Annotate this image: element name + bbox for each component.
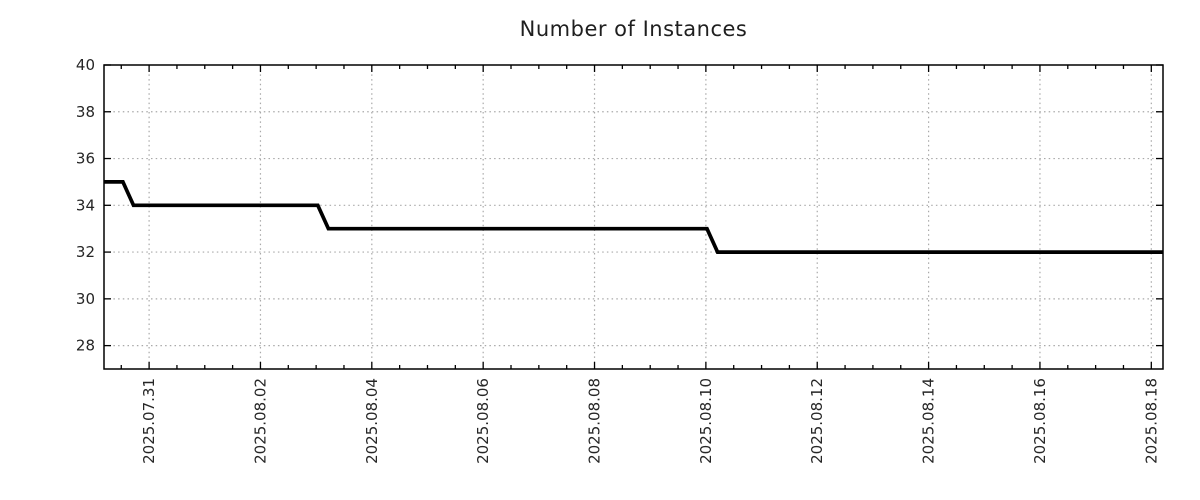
y-tick-label: 34 [76,196,95,214]
chart-title: Number of Instances [519,17,748,41]
x-tick-label: 2025.08.16 [1031,378,1049,464]
y-tick-label: 30 [76,290,95,308]
series-line-number-of-instances [104,180,1163,254]
x-tick-label: 2025.08.06 [474,378,492,464]
x-tick-label: 2025.08.18 [1142,378,1160,464]
plot-border [103,64,1164,370]
y-tick-label: 36 [76,150,95,168]
x-tick-label: 2025.08.08 [586,378,604,464]
x-tick-label: 2025.08.12 [808,378,826,464]
x-tick-label: 2025.08.02 [251,378,269,464]
x-tick-label: 2025.08.14 [920,378,938,464]
y-tick-label: 28 [76,337,95,355]
y-tick-label: 32 [76,243,95,261]
x-tick-label: 2025.08.04 [363,378,381,464]
y-tick-label: 40 [76,56,95,74]
x-tick-label: 2025.07.31 [140,378,158,464]
x-tick-label: 2025.08.10 [697,378,715,464]
y-tick-label: 38 [76,103,95,121]
